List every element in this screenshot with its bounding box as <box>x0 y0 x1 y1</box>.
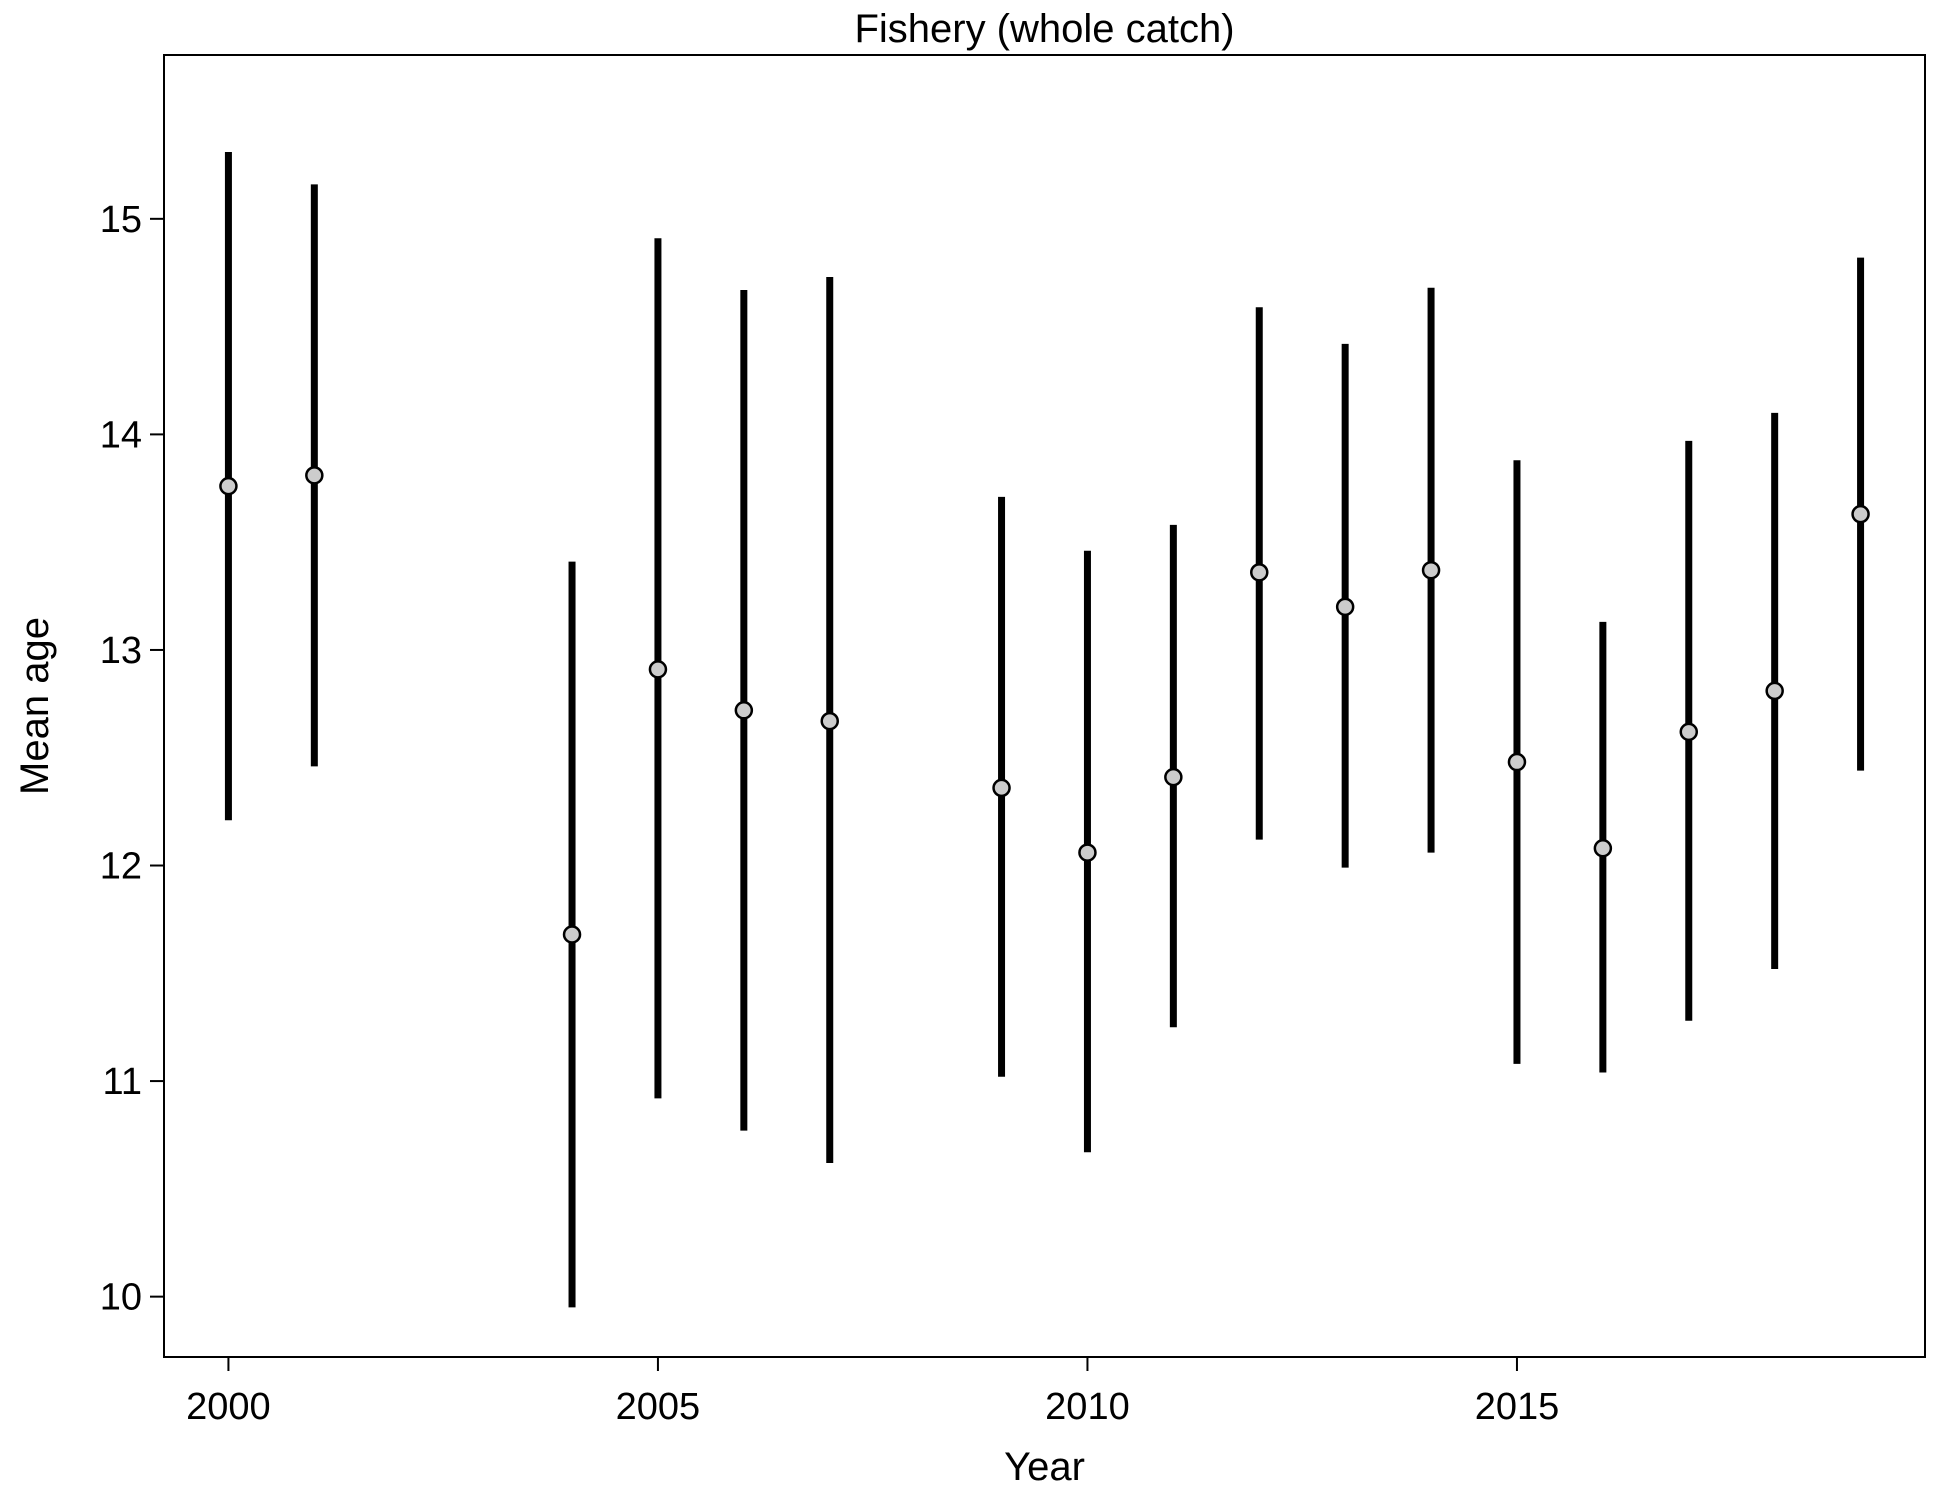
y-tick-label: 13 <box>100 630 142 672</box>
mean-point <box>820 711 839 731</box>
mean-point <box>562 925 582 944</box>
mean-point <box>1593 839 1613 858</box>
x-axis: 2000 2005 2010 2015 <box>186 1357 1559 1428</box>
mean-point <box>1507 752 1527 772</box>
y-axis-label: Mean age <box>13 617 57 795</box>
y-tick-label: 12 <box>100 846 142 888</box>
mean-point <box>648 660 668 679</box>
y-tick-label: 11 <box>103 1061 142 1103</box>
mean-point <box>1164 767 1183 787</box>
y-axis: 10 11 12 13 14 15 <box>100 199 164 1319</box>
y-tick-label: 14 <box>100 414 142 456</box>
mean-point <box>1335 597 1355 617</box>
y-tick-label: 10 <box>100 1277 142 1319</box>
chart-title: Fishery (whole catch) <box>854 7 1234 51</box>
mean-point <box>1421 560 1441 580</box>
x-tick-label: 2000 <box>186 1386 271 1428</box>
mean-point <box>1078 843 1097 862</box>
mean-point <box>219 476 238 496</box>
mean-point <box>734 701 754 720</box>
mean-point <box>1851 504 1870 524</box>
y-tick-label: 15 <box>100 199 142 241</box>
mean-point <box>992 778 1011 798</box>
mean-point <box>1765 681 1784 701</box>
x-axis-label: Year <box>1004 1445 1085 1489</box>
x-tick-label: 2015 <box>1475 1386 1560 1428</box>
mean-point <box>1679 722 1699 742</box>
mean-point <box>305 466 324 485</box>
mean-point <box>1250 563 1269 582</box>
mean-age-points <box>219 466 1870 944</box>
confidence-intervals <box>224 152 1865 1308</box>
x-tick-label: 2010 <box>1045 1386 1130 1428</box>
plot-frame <box>163 54 1926 1358</box>
x-tick-label: 2005 <box>616 1386 701 1428</box>
